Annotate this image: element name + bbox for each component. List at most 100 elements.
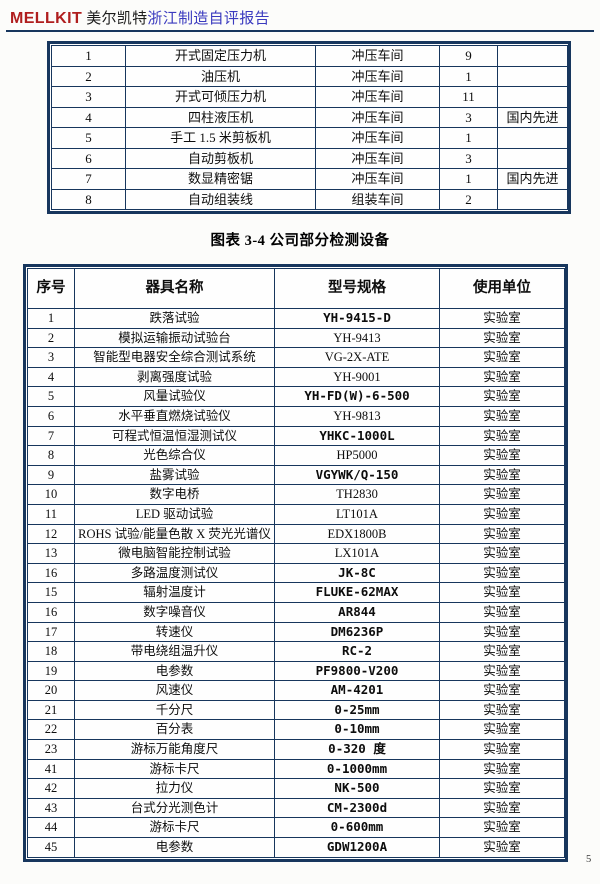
table-row: 2 模拟运输振动试验台 YH-9413 实验室 — [27, 327, 565, 349]
remark-cell — [497, 45, 568, 67]
model-spec-cell: GDW1200A — [274, 837, 440, 858]
brand-logo-text: MELLKIT — [10, 10, 83, 27]
table-row: 1 开式固定压力机 冲压车间 9 — [51, 45, 568, 67]
equipment-table-body: 1 开式固定压力机 冲压车间 9 2 油压机 冲压车间 1 3 开式可倾压力机 冲压车间 11 4 四柱液… — [51, 45, 568, 210]
equipment-name: 数显精密锯 — [125, 168, 316, 190]
brand-chinese-name: 美尔凯特 — [86, 11, 148, 27]
quantity-cell: 9 — [439, 45, 498, 67]
equipment-name: 开式固定压力机 — [125, 45, 316, 67]
workshop-cell: 冲压车间 — [315, 127, 440, 149]
column-header: 使用单位 — [439, 268, 565, 309]
table-row: 7 数显精密锯 冲压车间 1 国内先进 — [51, 168, 568, 190]
remark-cell — [497, 147, 568, 169]
quantity-cell: 1 — [439, 168, 498, 190]
page-header: MELLKIT 美尔凯特浙江制造自评报告 — [10, 7, 270, 28]
row-number: 16 — [27, 601, 75, 623]
workshop-cell: 冲压车间 — [315, 168, 440, 190]
row-number: 5 — [51, 127, 126, 149]
row-number: 1 — [51, 45, 126, 67]
model-spec-cell: 0-10mm — [274, 719, 440, 741]
using-unit-cell: 实验室 — [439, 562, 565, 584]
table-row: 7 可程式恒温恒湿测试仪 YHKC-1000L 实验室 — [27, 425, 565, 447]
remark-cell — [497, 188, 568, 210]
table-row: 21 千分尺 0-25mm 实验室 — [27, 699, 565, 721]
row-number: 13 — [27, 543, 75, 564]
table-row: 22 百分表 0-10mm 实验室 — [27, 719, 565, 741]
model-spec-cell: 0-1000mm — [274, 758, 440, 780]
row-number: 44 — [27, 817, 75, 839]
using-unit-cell: 实验室 — [439, 699, 565, 721]
table-row: 16 数字噪音仪 AR844 实验室 — [27, 601, 565, 623]
model-spec-cell: AR844 — [274, 601, 440, 623]
model-spec-cell: YH-9413 — [274, 327, 440, 349]
column-header: 器具名称 — [74, 268, 275, 309]
using-unit-cell: 实验室 — [439, 660, 565, 682]
table-row: 11 LED 驱动试验 LT101A 实验室 — [27, 503, 565, 525]
remark-cell: 国内先进 — [497, 168, 568, 190]
equipment-name: 自动组装线 — [125, 188, 316, 210]
row-number: 15 — [27, 582, 75, 603]
table-row: 6 水平垂直燃烧试验仪 YH-9813 实验室 — [27, 405, 565, 427]
instrument-name: 光色综合仪 — [74, 445, 275, 466]
using-unit-cell: 实验室 — [439, 817, 565, 839]
table-row: 43 台式分光测色计 CM-2300d 实验室 — [27, 797, 565, 819]
instrument-name: 拉力仪 — [74, 778, 275, 799]
column-header: 序号 — [27, 268, 75, 309]
model-spec-cell: VGYWK/Q-150 — [274, 464, 440, 486]
model-spec-cell: FLUKE-62MAX — [274, 582, 440, 603]
using-unit-cell: 实验室 — [439, 523, 565, 545]
table-row: 3 开式可倾压力机 冲压车间 11 — [51, 86, 568, 108]
model-spec-cell: 0-320 度 — [274, 739, 440, 760]
instrument-name: 游标卡尺 — [74, 758, 275, 780]
model-spec-cell: EDX1800B — [274, 523, 440, 545]
table-row: 5 手工 1.5 米剪板机 冲压车间 1 — [51, 127, 568, 149]
table-row: 5 风量试验仪 YH-FD(W)-6-500 实验室 — [27, 386, 565, 407]
model-spec-cell: CM-2300d — [274, 797, 440, 819]
using-unit-cell: 实验室 — [439, 739, 565, 760]
model-spec-cell: NK-500 — [274, 778, 440, 799]
workshop-cell: 冲压车间 — [315, 86, 440, 108]
instrument-name: 带电绕组温升仪 — [74, 641, 275, 662]
row-number: 4 — [27, 366, 75, 388]
instrument-name: 电参数 — [74, 837, 275, 858]
using-unit-cell: 实验室 — [439, 327, 565, 349]
using-unit-cell: 实验室 — [439, 758, 565, 780]
row-number: 8 — [51, 188, 126, 210]
using-unit-cell: 实验室 — [439, 680, 565, 701]
using-unit-cell: 实验室 — [439, 347, 565, 368]
model-spec-cell: YH-9813 — [274, 405, 440, 427]
equipment-name: 油压机 — [125, 65, 316, 87]
row-number: 1 — [27, 308, 75, 329]
table-row: 17 转速仪 DM6236P 实验室 — [27, 621, 565, 643]
row-number: 19 — [27, 660, 75, 682]
using-unit-cell: 实验室 — [439, 719, 565, 741]
using-unit-cell: 实验室 — [439, 837, 565, 858]
table-row: 41 游标卡尺 0-1000mm 实验室 — [27, 758, 565, 780]
quantity-cell: 11 — [439, 86, 498, 108]
table-row: 4 四柱液压机 冲压车间 3 国内先进 — [51, 106, 568, 128]
row-number: 11 — [27, 503, 75, 525]
row-number: 43 — [27, 797, 75, 819]
workshop-cell: 组装车间 — [315, 188, 440, 210]
model-spec-cell: YHKC-1000L — [274, 425, 440, 447]
instrument-name: 转速仪 — [74, 621, 275, 643]
row-number: 7 — [27, 425, 75, 447]
workshop-cell: 冲压车间 — [315, 106, 440, 128]
model-spec-cell: VG-2X-ATE — [274, 347, 440, 368]
column-header: 型号规格 — [274, 268, 440, 309]
instrument-name: 微电脑智能控制试验 — [74, 543, 275, 564]
table-row: 44 游标卡尺 0-600mm 实验室 — [27, 817, 565, 839]
page-number: 5 — [586, 854, 592, 865]
instrument-name: 水平垂直燃烧试验仪 — [74, 405, 275, 427]
model-spec-cell: DM6236P — [274, 621, 440, 643]
instrument-name: 可程式恒温恒湿测试仪 — [74, 425, 275, 447]
row-number: 41 — [27, 758, 75, 780]
row-number: 22 — [27, 719, 75, 741]
table-row: 1 跌落试验 YH-9415-D 实验室 — [27, 308, 565, 329]
quantity-cell: 1 — [439, 127, 498, 149]
quantity-cell: 3 — [439, 147, 498, 169]
instrument-name: 跌落试验 — [74, 308, 275, 329]
equipment-name: 自动剪板机 — [125, 147, 316, 169]
instrument-name: 多路温度测试仪 — [74, 562, 275, 584]
